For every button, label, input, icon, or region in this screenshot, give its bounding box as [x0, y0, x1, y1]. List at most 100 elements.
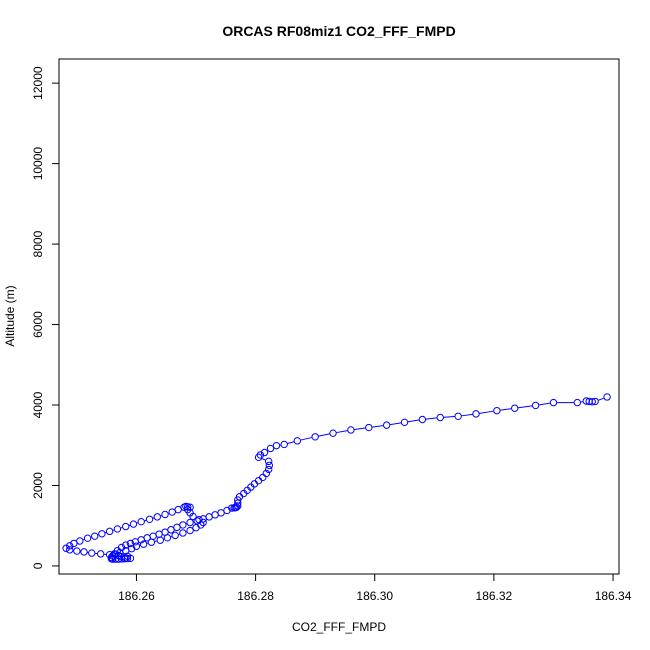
data-point [260, 448, 269, 457]
data-point [195, 515, 203, 524]
data-point [76, 537, 84, 545]
data-point [167, 526, 175, 534]
data-point [311, 433, 319, 441]
series-line [73, 397, 604, 557]
data-point [97, 550, 105, 558]
data-point [365, 423, 373, 432]
data-point [329, 429, 337, 437]
data-point [531, 401, 540, 410]
data-point [179, 521, 187, 529]
data-point [131, 538, 139, 546]
data-point [62, 544, 70, 552]
data-point [173, 523, 181, 532]
data-point [105, 550, 114, 559]
data-point [511, 404, 519, 412]
data-point [230, 504, 238, 512]
series-segment [461, 413, 473, 417]
data-point [126, 539, 135, 548]
data-point [171, 531, 179, 540]
data-point [145, 515, 154, 523]
data-point [265, 465, 273, 474]
data-point [280, 440, 288, 449]
plot-area-frame [58, 58, 620, 575]
y-tick-label: 4000 [31, 391, 45, 418]
chart-title: ORCAS RF08miz1 CO2_FFF_FMPD [222, 23, 455, 39]
series-points [62, 393, 611, 563]
series-segment [300, 437, 312, 441]
data-point [197, 521, 205, 529]
data-point [603, 393, 611, 401]
data-point [88, 549, 96, 557]
data-point [585, 397, 593, 406]
data-point [400, 418, 409, 427]
x-axis: 186.26 186.28 186.30 186.32 186.34 [118, 573, 632, 603]
series-segment [390, 422, 402, 426]
data-point [347, 426, 355, 434]
series-segment [479, 410, 494, 414]
data-point [192, 524, 200, 532]
data-point [153, 513, 161, 521]
data-point [98, 530, 106, 538]
data-point [122, 554, 130, 562]
data-point [254, 453, 263, 462]
data-point [254, 476, 263, 485]
y-axis: 0 2000 4000 6000 8000 10000 12000 [31, 66, 60, 569]
data-point [582, 397, 590, 405]
series-segment [407, 419, 420, 423]
data-point [83, 534, 92, 542]
data-point [472, 410, 480, 418]
data-point [80, 548, 88, 556]
x-tick-label: 186.26 [118, 589, 155, 603]
data-point [436, 413, 444, 422]
series-segment [518, 405, 533, 409]
data-point [454, 412, 462, 420]
data-point [272, 441, 281, 450]
data-point [123, 552, 132, 560]
data-point [186, 526, 194, 535]
data-point [265, 461, 273, 470]
y-axis-label: Altitude (m) [3, 285, 17, 346]
series-segment [425, 417, 437, 420]
data-point [122, 541, 130, 549]
data-point [122, 522, 130, 531]
data-point [139, 540, 148, 548]
data-point [132, 542, 141, 550]
data-point [91, 532, 99, 540]
data-point [137, 517, 145, 526]
data-point [168, 508, 176, 516]
series-segment [354, 427, 366, 430]
data-point [493, 406, 501, 415]
data-point [149, 532, 157, 540]
y-tick-label: 12000 [31, 66, 45, 100]
data-point [129, 520, 138, 528]
data-point [66, 546, 74, 554]
data-point [293, 437, 301, 445]
data-point [105, 527, 114, 536]
data-point [265, 457, 273, 466]
data-point [155, 530, 163, 538]
y-tick-label: 2000 [31, 472, 45, 499]
data-point [549, 398, 558, 407]
series-segment [336, 430, 348, 434]
data-point [418, 415, 427, 424]
data-point [211, 511, 219, 519]
data-point [174, 505, 182, 514]
data-point [266, 444, 275, 453]
x-tick-label: 186.28 [237, 589, 274, 603]
data-point [156, 536, 164, 544]
x-axis-label: CO2_FFF_FMPD [292, 620, 386, 634]
data-point [113, 525, 122, 533]
data-point [186, 518, 194, 527]
series-segment [538, 402, 551, 406]
data-point [147, 538, 156, 546]
y-tick-label: 10000 [31, 147, 45, 181]
data-point [259, 473, 267, 482]
data-point [573, 398, 581, 407]
y-tick-label: 6000 [31, 311, 45, 338]
series-segment [318, 433, 330, 437]
series-segment [372, 425, 384, 428]
data-point [163, 534, 172, 542]
series-segment [598, 397, 604, 401]
data-point [217, 509, 225, 517]
